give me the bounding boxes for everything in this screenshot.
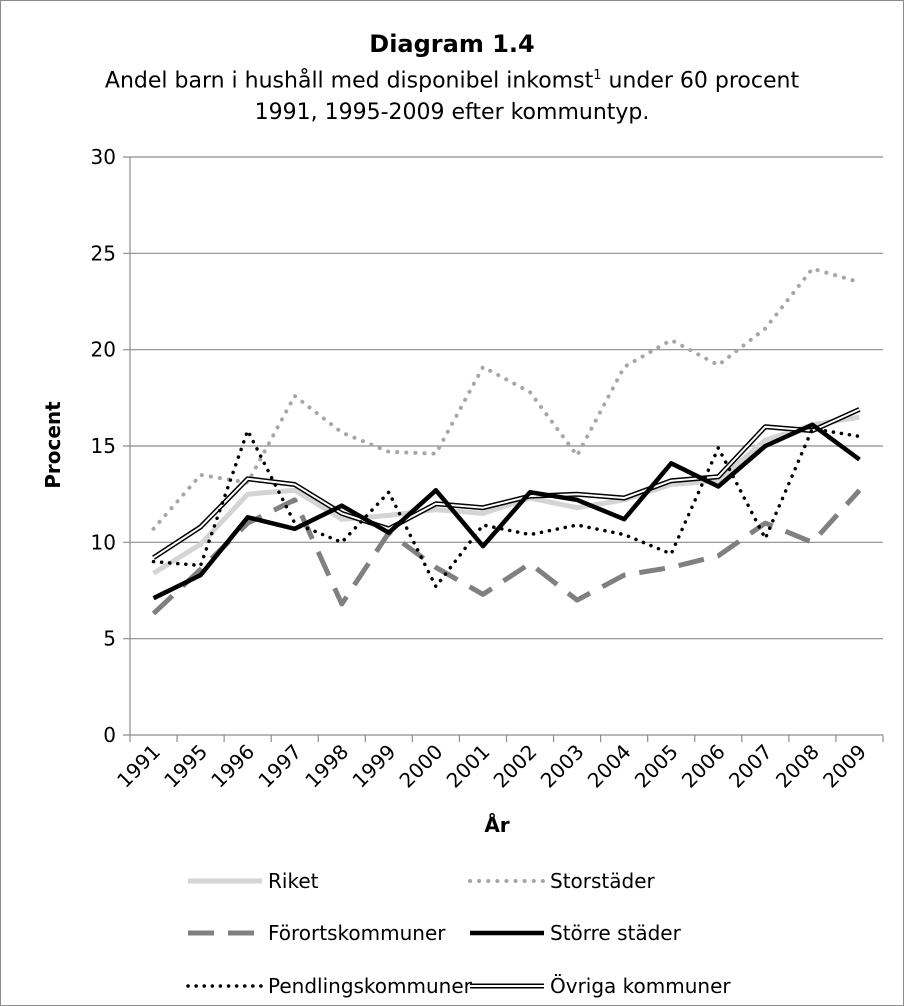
x-tick-label: 1995 [159,740,212,793]
x-tick-label: 2008 [771,740,824,793]
x-tick-label: 2005 [630,740,683,793]
y-tick-label: 20 [91,338,116,362]
x-tick-label: 2007 [724,740,777,793]
y-tick-label: 10 [91,530,116,554]
subtitle-text-end: under 60 procent [601,68,800,94]
series-förortskommuner [151,488,862,616]
series-line [151,266,862,531]
x-tick-labels: 1991199519961997199819992000200120022003… [112,740,871,793]
gridlines [123,156,884,742]
series-övriga-kommuner [152,407,861,560]
series-line [152,407,861,560]
series-line [151,488,862,616]
y-axis-title: Procent [41,401,65,489]
chart-subtitle-line1: Andel barn i hushåll med disponibel inko… [0,60,904,97]
legend-item: Riket [188,869,319,893]
x-tick-label: 1991 [112,740,165,793]
series-större-städer [152,422,861,601]
y-tick-label: 5 [103,627,116,651]
legend: Riket Storstäder Förortskommuner Större stä… [186,869,731,998]
subtitle-footnote: 1 [593,68,602,83]
legend-label: Förortskommuner [268,921,446,945]
chart-subtitle-line2: 1991, 1995-2009 efter kommuntyp. [254,100,650,126]
legend-item: Övriga kommuner [470,974,731,998]
legend-item: Storstäder [468,869,656,893]
series-pendlingskommuner [151,426,862,589]
series-line [151,426,862,589]
legend-item: Större städer [470,921,682,945]
y-tick-label: 30 [91,145,116,169]
x-tick-label: 2002 [489,740,542,793]
y-tick-label: 25 [91,241,116,265]
legend-label: Riket [268,869,319,893]
legend-label: Större städer [550,921,682,945]
x-tick-label: 2001 [442,740,495,793]
legend-item: Förortskommuner [188,921,446,945]
x-tick-label: 1996 [206,740,259,793]
series-storstäder [151,266,862,531]
chart-title: Diagram 1.4 [369,30,535,58]
x-tick-label: 1999 [347,740,400,793]
chart-titles: Diagram 1.4 Andel barn i hushåll med dis… [0,28,904,129]
x-tick-label: 2003 [536,740,589,793]
legend-label: Pendlingskommuner [268,974,473,998]
y-tick-label: 15 [91,434,116,458]
series-lines [151,266,862,616]
x-tick-label: 2009 [818,740,871,793]
legend-label: Storstäder [550,869,656,893]
series-line [152,414,860,576]
series-line [152,408,860,559]
x-tick-label: 2006 [677,740,730,793]
legend-item: Pendlingskommuner [186,974,473,998]
x-axis-title: År [484,813,509,837]
x-tick-label: 1998 [300,740,353,793]
x-tick-label: 2000 [394,740,447,793]
y-tick-label: 0 [103,723,116,747]
series-line [152,422,861,601]
x-tick-label: 1997 [253,740,306,793]
x-tick-label: 2004 [583,740,636,793]
series-riket [152,414,860,576]
y-tick-labels: 0 5 10 15 20 25 30 [91,145,116,747]
legend-label: Övriga kommuner [550,974,731,998]
subtitle-text: Andel barn i hushåll med disponibel inko… [104,68,594,94]
